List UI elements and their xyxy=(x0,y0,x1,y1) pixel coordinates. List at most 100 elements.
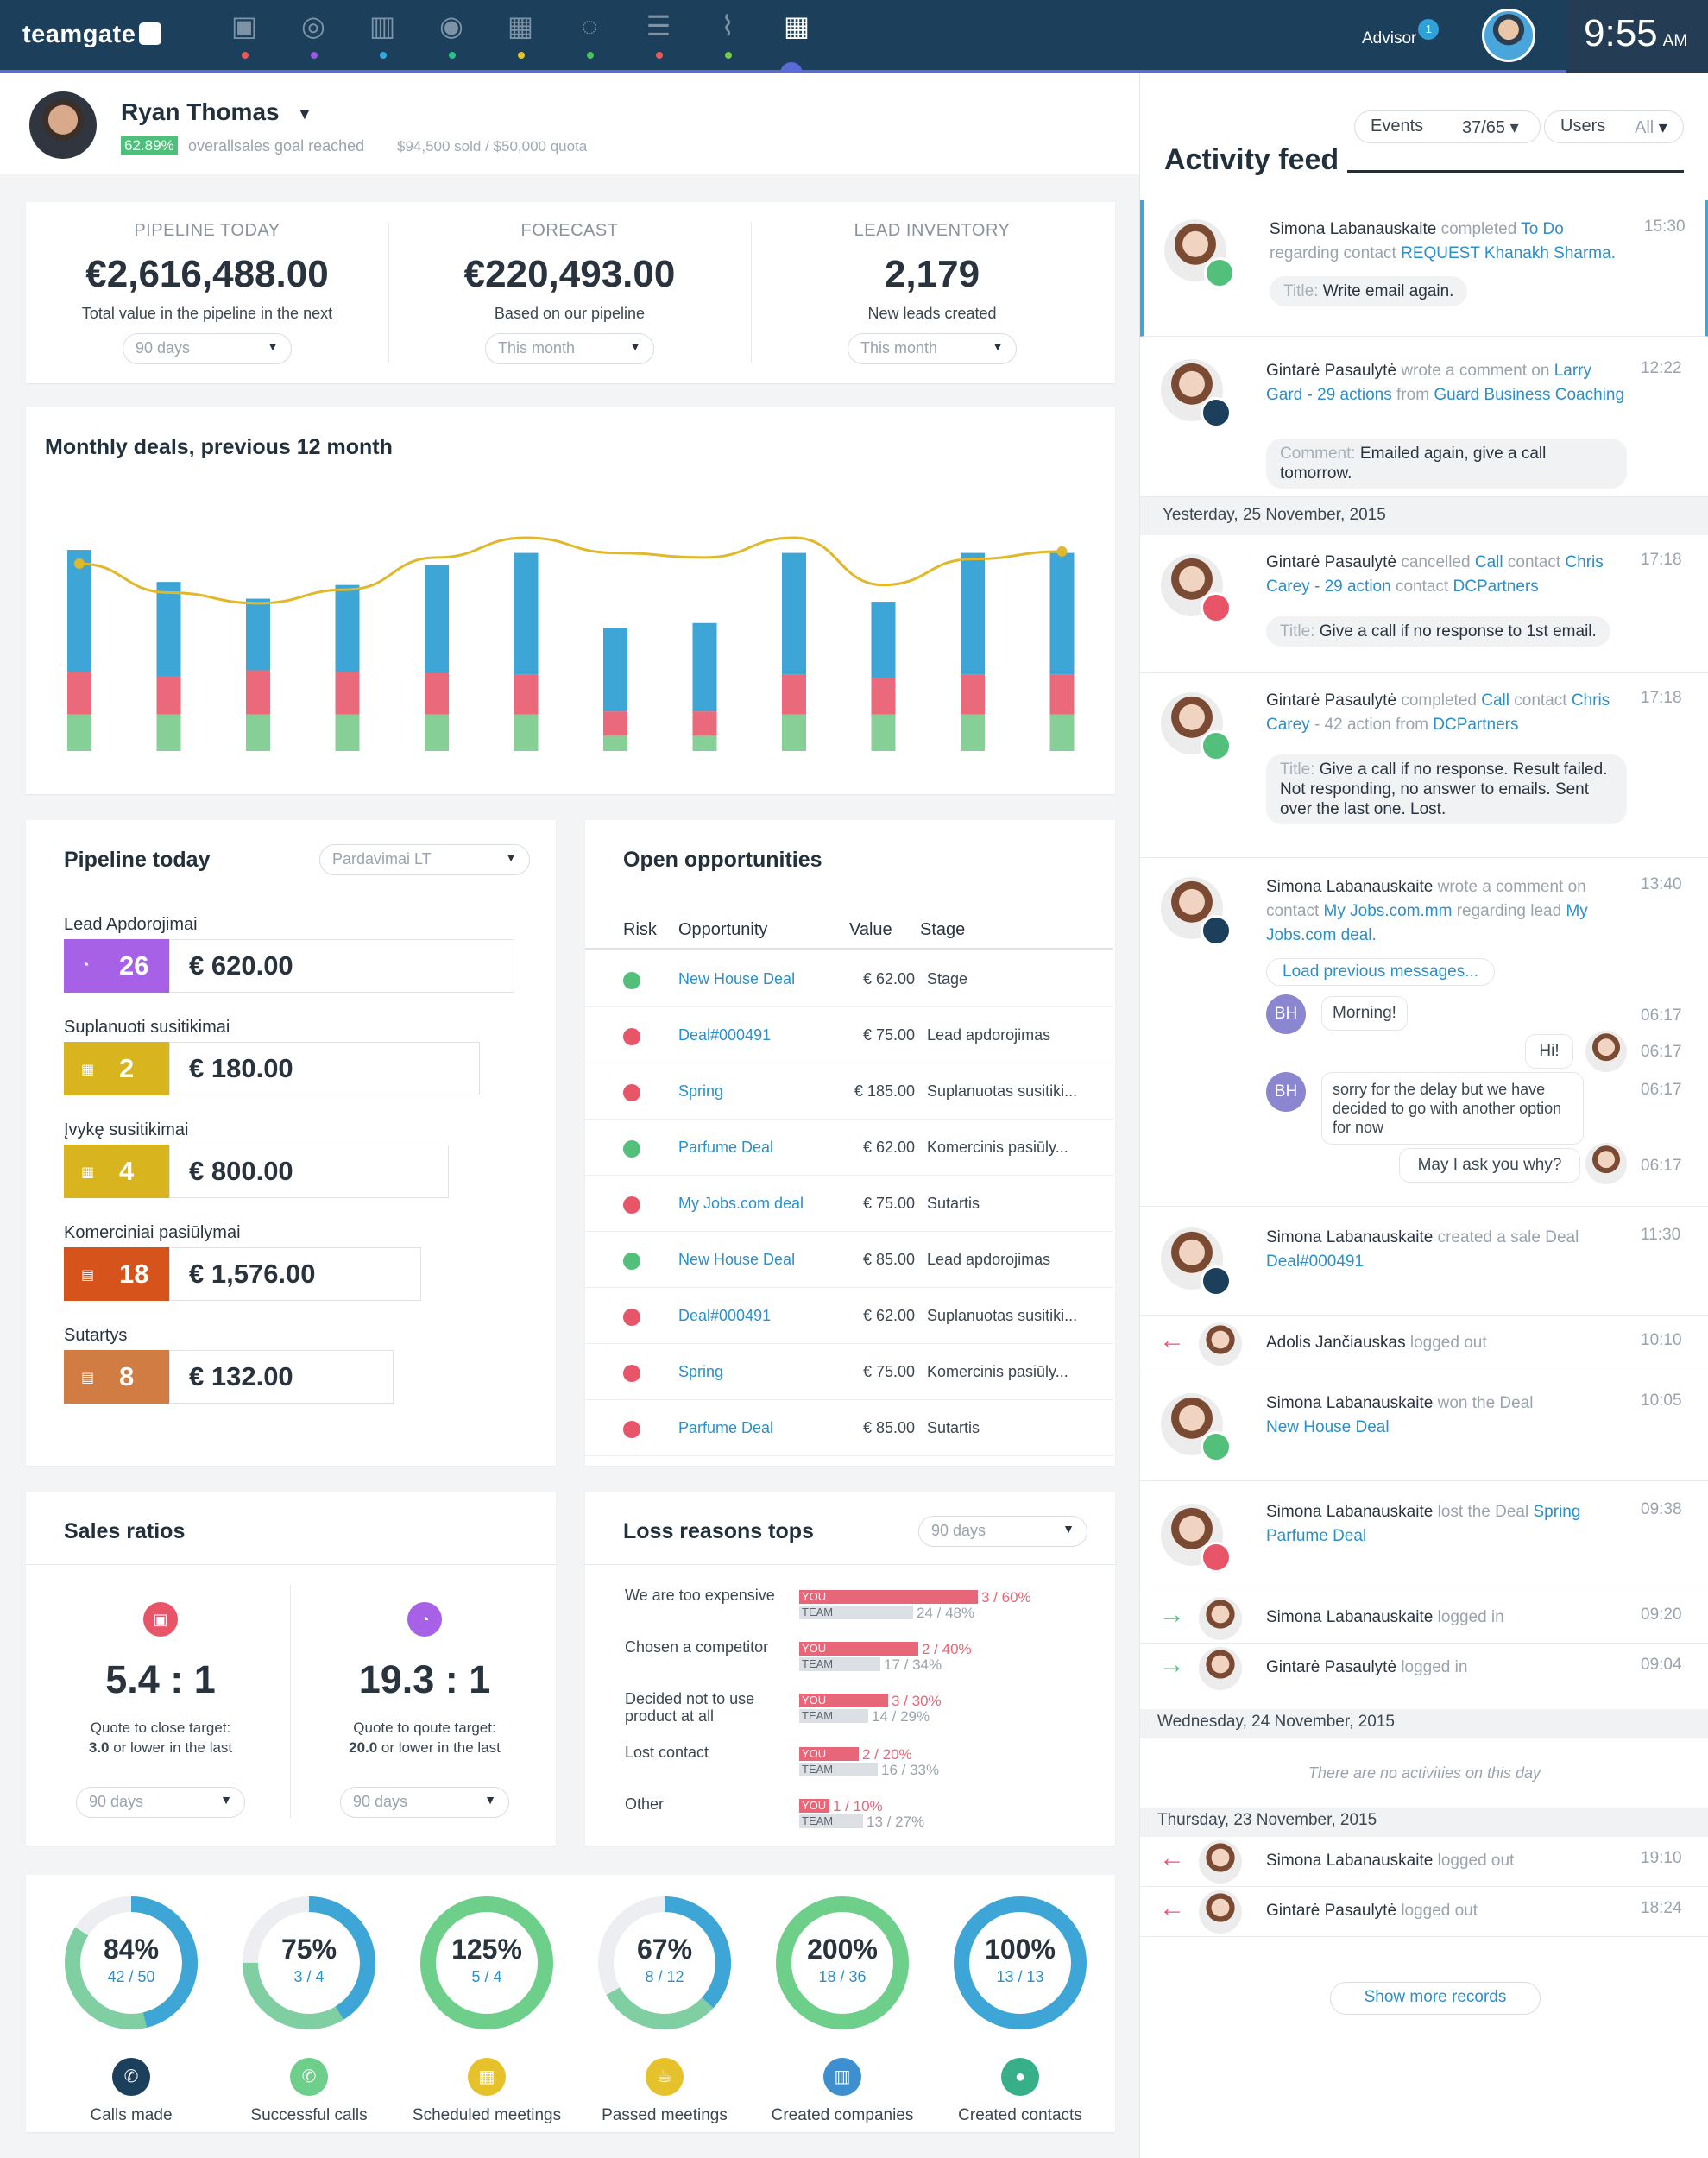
bar-segment[interactable] xyxy=(782,552,806,675)
bar-segment[interactable] xyxy=(67,672,91,715)
table-row[interactable]: Deal#000491 € 62.00 Suplanuotas susitiki..… xyxy=(585,1288,1113,1344)
kpi-period-select[interactable]: This month ▼ xyxy=(848,333,1017,364)
feed-item[interactable]: ← Gintarė Pasaulytė logged out 18:24 xyxy=(1140,1887,1708,1937)
feed-link[interactable]: DCPartners xyxy=(1433,716,1519,734)
col-stage[interactable]: Stage xyxy=(920,920,966,939)
bar-segment[interactable] xyxy=(1049,552,1075,675)
bar-segment[interactable] xyxy=(425,565,449,673)
table-row[interactable]: Spring € 185.00 Suplanuotas susitiki... xyxy=(585,1063,1113,1120)
table-row[interactable]: Parfume Deal € 85.00 Sutartis xyxy=(585,1400,1113,1456)
feed-item[interactable]: ← Adolis Jančiauskas logged out 10:10 xyxy=(1140,1316,1708,1372)
bar-segment[interactable] xyxy=(1049,674,1075,715)
ratio-period-select[interactable]: 90 days ▼ xyxy=(76,1787,245,1818)
nav-paperclip-icon[interactable]: ⌇ xyxy=(704,10,751,62)
brand-logo[interactable]: teamgate xyxy=(22,21,162,49)
opportunity-link[interactable]: Spring xyxy=(678,1363,724,1380)
feed-link[interactable]: Chris Carey - 29 action xyxy=(1266,553,1604,596)
feed-item-chat[interactable]: Simona Labanauskaite wrote a comment on … xyxy=(1140,858,1708,1207)
col-risk[interactable]: Risk xyxy=(623,920,657,939)
events-filter[interactable]: Events 37/65 ▾ xyxy=(1354,110,1541,143)
nav-briefcase-icon[interactable]: ▣ xyxy=(221,10,268,62)
feed-item[interactable]: Simona Labanauskaite completed To Do rega… xyxy=(1140,200,1708,337)
feed-link[interactable]: Larry Gard - 29 actions xyxy=(1266,362,1592,404)
bar-segment[interactable] xyxy=(246,714,270,751)
bar-segment[interactable] xyxy=(692,622,717,712)
bar-segment[interactable] xyxy=(1049,714,1075,751)
goal-donut[interactable]: 125% 5 / 4 ▦ Scheduled meetings xyxy=(400,1894,573,2124)
bar-segment[interactable] xyxy=(335,672,360,715)
goal-donut[interactable]: 75% 3 / 4 ✆ Successful calls xyxy=(223,1894,395,2124)
feed-link[interactable]: DCPartners xyxy=(1453,577,1539,596)
bar-segment[interactable] xyxy=(156,582,181,677)
bar-segment[interactable] xyxy=(603,628,627,712)
feed-link[interactable]: Parfume Deal xyxy=(1266,1527,1367,1545)
bar-segment[interactable] xyxy=(871,714,896,751)
feed-link[interactable]: Deal#000491 xyxy=(1266,1253,1365,1271)
bar-segment[interactable] xyxy=(782,674,806,715)
bar-segment[interactable] xyxy=(961,714,985,751)
bar-segment[interactable] xyxy=(67,714,91,751)
bar-segment[interactable] xyxy=(871,602,896,678)
bar-segment[interactable] xyxy=(514,714,539,751)
col-value[interactable]: Value xyxy=(849,920,892,939)
feed-item[interactable]: Gintarė Pasaulytė cancelled Call contact… xyxy=(1140,535,1708,673)
opportunity-link[interactable]: Parfume Deal xyxy=(678,1139,774,1156)
bar-segment[interactable] xyxy=(961,674,985,715)
nav-buildings-icon[interactable]: ▥ xyxy=(359,10,406,62)
pipeline-select[interactable]: Pardavimai LT ▼ xyxy=(319,844,530,875)
opportunity-link[interactable]: New House Deal xyxy=(678,1251,796,1268)
goal-donut[interactable]: 84% 42 / 50 ✆ Calls made xyxy=(45,1894,217,2124)
bar-segment[interactable] xyxy=(692,735,717,751)
user-avatar[interactable] xyxy=(1482,9,1535,62)
opportunity-link[interactable]: Deal#000491 xyxy=(678,1026,772,1044)
feed-item[interactable]: Simona Labanauskaite created a sale Deal… xyxy=(1140,1207,1708,1316)
feed-link[interactable]: Call xyxy=(1474,553,1503,571)
feed-link[interactable]: REQUEST Khanakh Sharma. xyxy=(1401,244,1616,262)
load-previous-button[interactable]: Load previous messages... xyxy=(1266,958,1496,986)
feed-link[interactable]: New House Deal xyxy=(1266,1418,1390,1436)
feed-link[interactable]: Spring xyxy=(1533,1503,1581,1521)
table-row[interactable]: My Jobs.com deal € 75.00 Sutartis xyxy=(585,1176,1113,1232)
bar-segment[interactable] xyxy=(246,598,270,671)
advisor-menu[interactable]: Advisor 1 xyxy=(1362,19,1440,48)
nav-target-icon[interactable]: ◎ xyxy=(290,10,337,62)
feed-link[interactable]: My Jobs.com deal. xyxy=(1266,902,1588,944)
show-more-button[interactable]: Show more records xyxy=(1330,1982,1541,2015)
bar-segment[interactable] xyxy=(514,552,539,675)
feed-item[interactable]: Simona Labanauskaite won the Deal New Hou… xyxy=(1140,1372,1708,1481)
nav-list-icon[interactable]: ☰ xyxy=(635,10,682,62)
feed-item[interactable]: Gintarė Pasaulytė wrote a comment on Lar… xyxy=(1140,337,1708,497)
bar-segment[interactable] xyxy=(961,552,985,675)
table-row[interactable]: New House Deal € 62.00 Stage xyxy=(585,951,1113,1007)
table-row[interactable]: Spring € 75.00 Komercinis pasiūly... xyxy=(585,1344,1113,1400)
user-menu-chevron-icon[interactable]: ▼ xyxy=(297,105,312,123)
ratio-period-select[interactable]: 90 days ▼ xyxy=(340,1787,509,1818)
bar-segment[interactable] xyxy=(67,550,91,672)
bar-segment[interactable] xyxy=(871,678,896,715)
goal-donut[interactable]: 100% 13 / 13 ● Created contacts xyxy=(934,1894,1106,2124)
feed-link[interactable]: Chris Carey xyxy=(1266,691,1610,734)
table-row[interactable]: New House Deal € 85.00 Lead apdorojimas xyxy=(585,1232,1113,1288)
bar-segment[interactable] xyxy=(246,670,270,715)
users-filter[interactable]: Users All ▾ xyxy=(1544,110,1684,143)
bar-segment[interactable] xyxy=(603,711,627,736)
user-name[interactable]: Ryan Thomas xyxy=(121,98,280,125)
bar-segment[interactable] xyxy=(603,735,627,751)
opportunity-link[interactable]: Spring xyxy=(678,1082,724,1100)
opportunity-link[interactable]: My Jobs.com deal xyxy=(678,1195,804,1212)
bar-segment[interactable] xyxy=(782,714,806,751)
bar-segment[interactable] xyxy=(156,676,181,715)
goal-donut[interactable]: 67% 8 / 12 ☕ Passed meetings xyxy=(578,1894,751,2124)
loss-period-select[interactable]: 90 days ▼ xyxy=(918,1516,1087,1547)
feed-item[interactable]: → Simona Labanauskaite logged in 09:20 xyxy=(1140,1593,1708,1644)
nav-calendar-icon[interactable]: ▦ xyxy=(497,10,544,62)
feed-link[interactable]: Guard Business Coaching xyxy=(1434,386,1625,404)
nav-chat-icon[interactable]: ◌ xyxy=(566,10,613,62)
opportunity-link[interactable]: Deal#000491 xyxy=(678,1307,772,1324)
feed-link[interactable]: My Jobs.com.mm xyxy=(1323,902,1453,920)
kpi-period-select[interactable]: 90 days ▼ xyxy=(123,333,292,364)
bar-segment[interactable] xyxy=(425,714,449,751)
opportunity-link[interactable]: New House Deal xyxy=(678,970,796,988)
bar-segment[interactable] xyxy=(335,584,360,672)
bar-segment[interactable] xyxy=(156,714,181,751)
